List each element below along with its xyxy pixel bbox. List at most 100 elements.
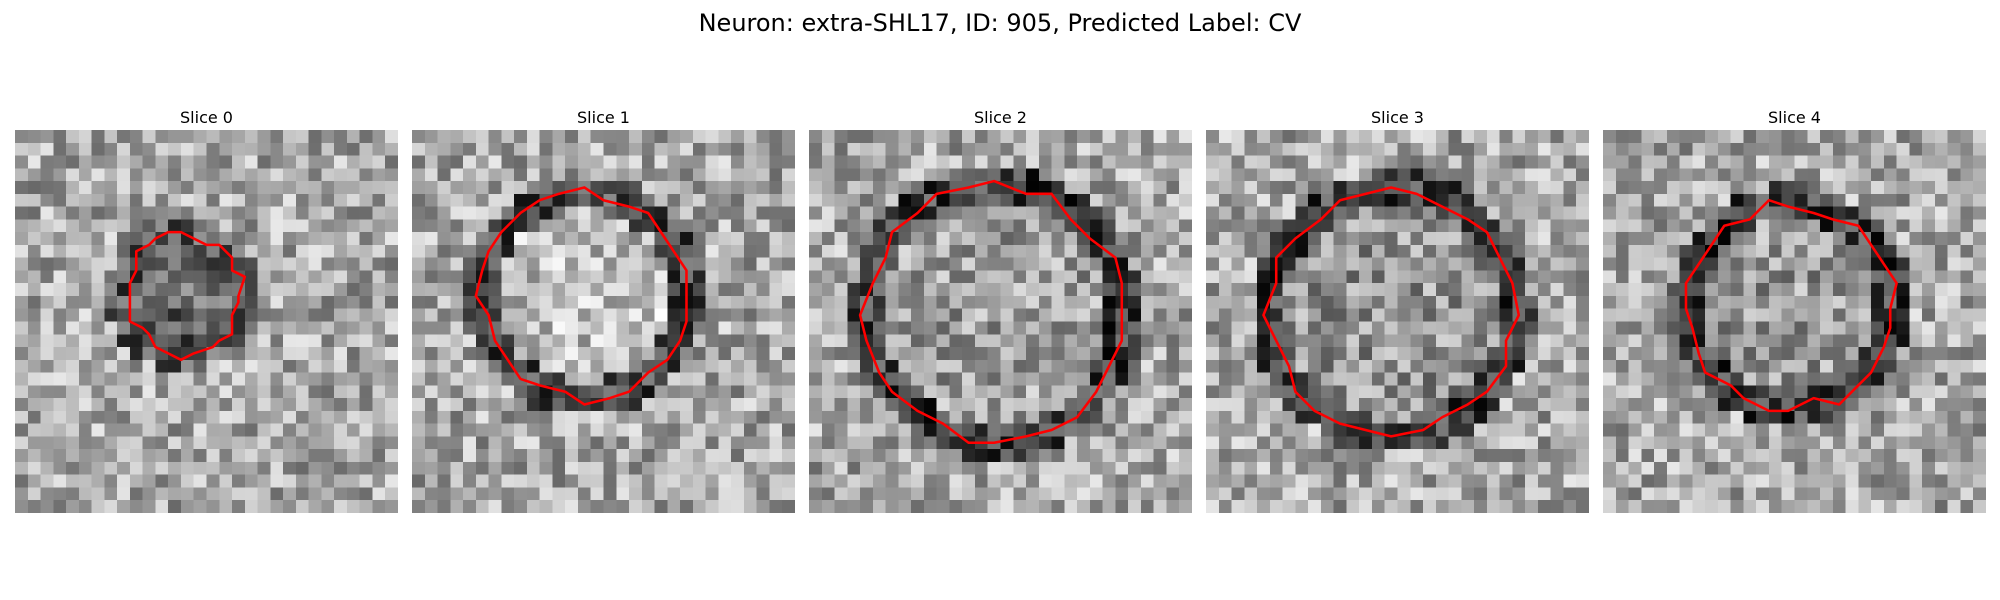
pixel-cell [1486, 257, 1500, 271]
pixel-cell [321, 270, 335, 284]
pixel-cell [501, 410, 515, 424]
pixel-cell [1206, 270, 1220, 284]
pixel-cell [705, 130, 719, 144]
pixel-cell [1858, 206, 1872, 220]
pixel-cell [1166, 283, 1180, 297]
pixel-cell [514, 142, 528, 156]
pixel-cell [501, 295, 515, 309]
pixel-cell [1244, 372, 1258, 386]
pixel-cell [15, 130, 29, 144]
pixel-cell [129, 385, 143, 399]
pixel-cell [987, 487, 1001, 501]
pixel-cell [1820, 474, 1834, 488]
pixel-cell [1743, 181, 1757, 195]
pixel-cell [1051, 372, 1065, 386]
pixel-cell [1641, 270, 1655, 284]
pixel-cell [898, 461, 912, 475]
pixel-cell [91, 206, 105, 220]
pixel-cell [206, 219, 220, 233]
pixel-cell [872, 155, 886, 169]
pixel-cell [15, 232, 29, 246]
pixel-cell [283, 347, 297, 361]
pixel-cell [1871, 372, 1885, 386]
pixel-cell [1000, 155, 1014, 169]
pixel-cell [372, 130, 386, 144]
pixel-cell [565, 372, 579, 386]
pixel-cell [1410, 474, 1424, 488]
pixel-cell [155, 487, 169, 501]
pixel-cell [1794, 385, 1808, 399]
pixel-cell [1423, 385, 1437, 399]
pixel-cell [1922, 410, 1936, 424]
pixel-cell [1628, 410, 1642, 424]
pixel-cell [1832, 295, 1846, 309]
pixel-cell [321, 423, 335, 437]
pixel-cell [911, 398, 925, 412]
pixel-cell [1576, 219, 1589, 233]
pixel-cell [1231, 347, 1245, 361]
pixel-cell [1153, 500, 1167, 513]
pixel-cell [1244, 219, 1258, 233]
pixel-cell [1257, 487, 1271, 501]
pixel-cell [654, 461, 668, 475]
pixel-cell [1435, 474, 1449, 488]
pixel-cell [641, 130, 655, 144]
pixel-cell [53, 206, 67, 220]
pixel-cell [66, 270, 80, 284]
pixel-cell [1756, 130, 1770, 144]
pixel-cell [629, 193, 643, 207]
pixel-cell [1768, 410, 1782, 424]
pixel-cell [731, 423, 745, 437]
pixel-cell [1730, 334, 1744, 348]
pixel-cell [40, 219, 54, 233]
pixel-cell [1563, 385, 1577, 399]
pixel-cell [603, 206, 617, 220]
pixel-cell [1346, 500, 1360, 513]
pixel-cell [1051, 423, 1065, 437]
pixel-cell [1051, 244, 1065, 258]
pixel-cell [860, 423, 874, 437]
pixel-cell [1206, 398, 1220, 412]
pixel-cell [193, 487, 207, 501]
pixel-cell [898, 385, 912, 399]
pixel-cell [834, 193, 848, 207]
pixel-cell [1845, 295, 1859, 309]
pixel-cell [680, 232, 694, 246]
pixel-cell [78, 449, 92, 463]
pixel-cell [1295, 449, 1309, 463]
pixel-cell [1140, 257, 1154, 271]
pixel-cell [809, 270, 823, 284]
pixel-cell [680, 474, 694, 488]
pixel-cell [514, 334, 528, 348]
pixel-cell [53, 461, 67, 475]
pixel-cell [1320, 283, 1334, 297]
pixel-cell [1973, 385, 1986, 399]
pixel-cell [1295, 193, 1309, 207]
pixel-cell [15, 181, 29, 195]
pixel-cell [692, 308, 706, 322]
pixel-cell [782, 372, 795, 386]
pixel-cell [66, 232, 80, 246]
pixel-cell [321, 474, 335, 488]
pixel-cell [1206, 410, 1220, 424]
pixel-cell [590, 359, 604, 373]
pixel-cell [1705, 206, 1719, 220]
pixel-cell [577, 372, 591, 386]
pixel-cell [756, 232, 770, 246]
pixel-cell [756, 142, 770, 156]
pixel-cell [1973, 193, 1986, 207]
pixel-cell [539, 423, 553, 437]
pixel-cell [782, 321, 795, 335]
pixel-cell [641, 155, 655, 169]
pixel-cell [142, 487, 156, 501]
pixel-cell [1705, 347, 1719, 361]
pixel-cell [1346, 347, 1360, 361]
pixel-cell [295, 347, 309, 361]
pixel-cell [565, 244, 579, 258]
pixel-cell [437, 500, 451, 513]
pixel-cell [1909, 474, 1923, 488]
pixel-cell [641, 461, 655, 475]
pixel-cell [1026, 461, 1040, 475]
pixel-cell [1563, 295, 1577, 309]
pixel-cell [244, 474, 258, 488]
